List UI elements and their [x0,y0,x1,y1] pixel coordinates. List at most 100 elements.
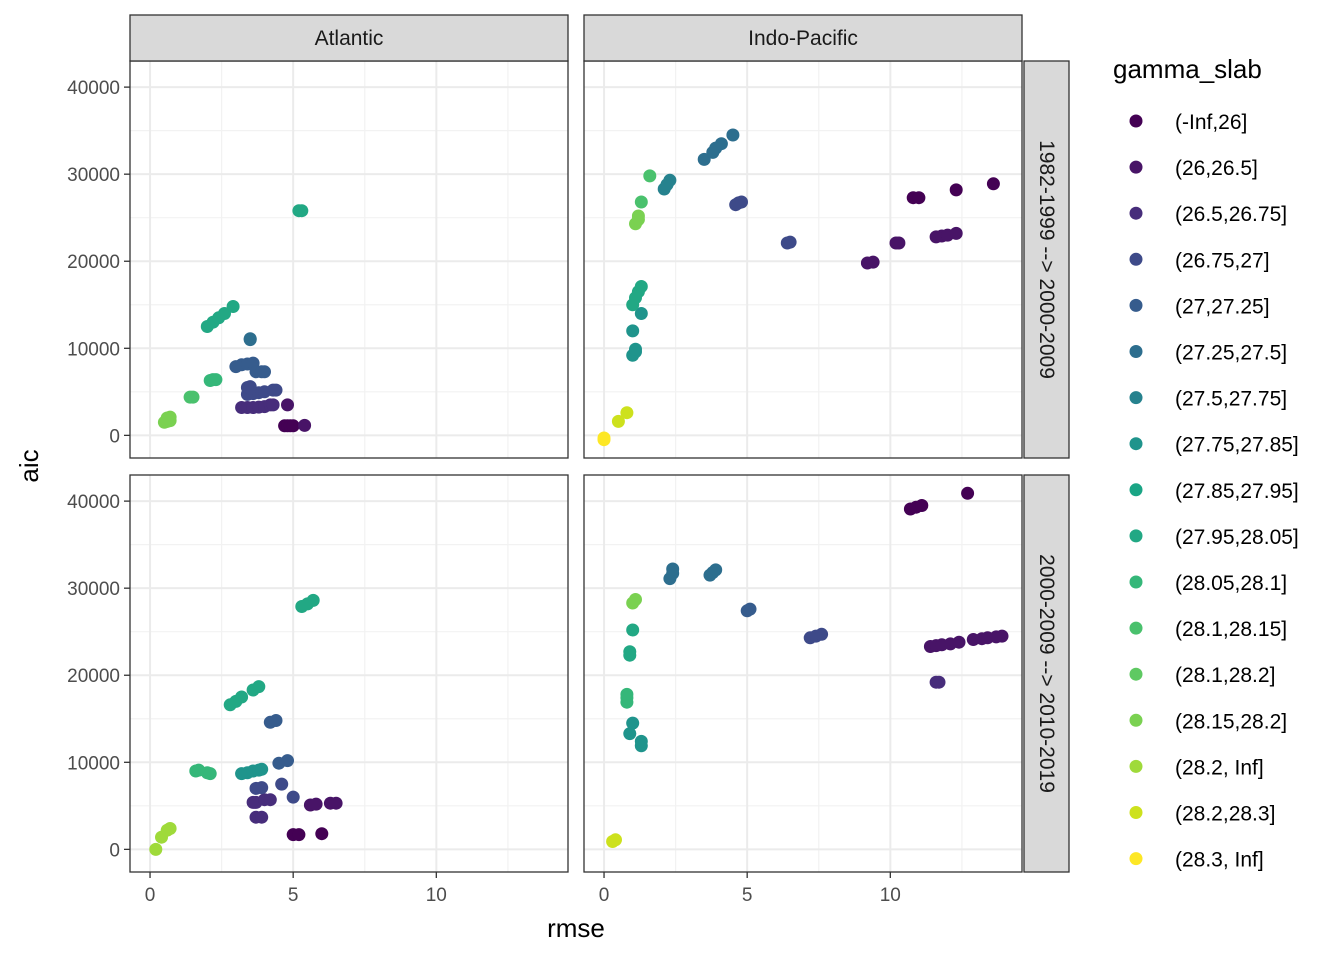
legend-label: (27.75,27.85] [1175,434,1299,457]
facet-strip-indo-pacific [583,14,1023,62]
y-axis-title: aic [14,449,44,482]
data-point [626,324,640,338]
legend-key [1129,345,1143,358]
data-point [266,398,280,412]
data-point [626,623,640,637]
data-point [815,627,829,641]
legend-label: (28.05,28.1] [1175,572,1287,595]
y-tick-label: 20000 [67,666,120,687]
data-point [609,833,622,847]
data-point [243,332,257,346]
data-point [611,414,625,428]
y-tick-label: 0 [109,426,120,447]
data-point [629,342,642,356]
x-tick-label: 10 [426,885,447,906]
data-point [218,307,231,320]
legend-label: (27,27.25] [1175,295,1270,318]
data-point [709,563,723,577]
data-point [209,373,223,387]
data-point [306,593,320,607]
legend-key [1129,114,1143,128]
data-point [281,398,294,412]
data-point [952,635,966,649]
legend-key [1129,206,1143,220]
data-point [626,716,640,730]
data-point [634,734,648,748]
data-point [269,714,283,727]
data-point [623,645,637,659]
legend-key [1129,391,1143,405]
panel-background [130,475,568,872]
facet-row-strip-label: 1982-1999 --> 2000-2009 [1035,140,1058,379]
legend-label: (27.85,27.95] [1175,480,1299,503]
legend-key [1129,713,1143,727]
data-point [631,209,645,223]
facet-strip-label: Indo-Pacific [748,27,858,50]
x-tick-label: 10 [880,885,901,906]
data-point [735,195,748,209]
facet-strip-label: Atlantic [315,27,384,50]
y-tick-label: 0 [109,840,120,861]
y-tick-label: 10000 [67,339,120,360]
x-tick-label: 0 [599,885,610,906]
data-point [620,406,634,420]
data-point [286,790,300,804]
data-point [743,602,757,616]
data-point [995,629,1009,643]
legend-label: (27.95,28.05] [1175,526,1299,549]
legend-key [1129,759,1143,773]
legend-label: (28.1,28.2] [1175,664,1275,687]
data-point [292,828,306,842]
legend-label: (26,26.5] [1175,157,1258,180]
y-tick-label: 20000 [67,252,120,273]
legend-key [1129,437,1143,451]
data-point [255,781,269,795]
legend-key [1129,529,1143,543]
legend-label: (28.3, Inf] [1175,849,1264,872]
legend-key [1129,667,1143,681]
panel-border [583,474,1023,873]
data-point [149,842,163,856]
panel-background [584,61,1022,458]
data-point [315,827,329,841]
y-tick-label: 40000 [67,492,120,513]
data-point [666,562,680,576]
y-tick-label: 10000 [67,753,120,774]
legend-key [1129,298,1143,312]
data-point [263,793,277,807]
data-point [697,152,711,166]
data-point [949,226,963,240]
facet-row-strip-label: 2000-2009 --> 2010-2019 [1035,554,1058,793]
facet-row-strip [1023,474,1070,873]
legend-key [1129,806,1143,819]
data-point [866,255,880,269]
data-point [597,433,611,447]
data-point [252,680,266,694]
facet-row-strip [1023,60,1070,459]
x-tick-label: 5 [288,885,299,906]
legend-title: gamma_slab [1113,54,1262,84]
panel-border [129,474,569,873]
facet-strip-atlantic [129,14,569,62]
data-point [623,727,637,741]
data-point [986,177,1000,191]
data-point [643,169,657,183]
data-point [163,822,177,835]
data-point [298,418,312,432]
legend-label: (28.2, Inf] [1175,756,1264,779]
data-point [203,767,217,781]
data-point [286,419,300,433]
data-point [961,486,975,500]
data-point [255,810,269,824]
data-point [634,307,648,320]
data-point [714,137,728,151]
legend-label: (28.2,28.3] [1175,803,1275,826]
data-point [949,183,963,197]
legend-key [1129,575,1143,589]
legend-key [1129,160,1143,174]
data-point [235,690,249,704]
data-point [186,390,200,404]
legend-label: (28.1,28.15] [1175,618,1287,641]
legend-label: (26.5,26.75] [1175,203,1287,226]
